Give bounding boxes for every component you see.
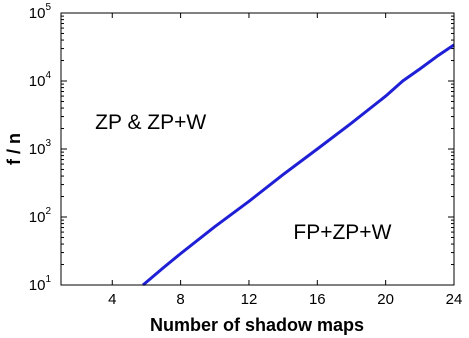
y-tick-label: 102 bbox=[29, 206, 52, 226]
ticks-layer: 4 8 12 16 20 24 101 102 103 104 105 bbox=[29, 2, 463, 308]
series-line bbox=[142, 43, 455, 287]
x-tick-label: 16 bbox=[309, 291, 326, 308]
x-tick-label: 4 bbox=[108, 291, 116, 308]
y-axis-label: f / n bbox=[4, 133, 24, 165]
x-tick-label: 8 bbox=[176, 291, 184, 308]
series-layer bbox=[142, 43, 455, 287]
y-tick-label: 101 bbox=[29, 274, 52, 294]
x-tick-label: 20 bbox=[377, 291, 394, 308]
x-axis-label: Number of shadow maps bbox=[150, 315, 364, 335]
plot-background bbox=[61, 13, 454, 285]
y-tick-label: 103 bbox=[29, 138, 52, 158]
annotation-layer: ZP & ZP+W FP+ZP+W bbox=[95, 111, 391, 244]
x-tick-label: 24 bbox=[446, 291, 463, 308]
annotation-label: FP+ZP+W bbox=[293, 221, 391, 244]
y-tick-label: 105 bbox=[29, 2, 52, 22]
plot-frame bbox=[60, 12, 455, 286]
x-tick-label: 12 bbox=[241, 291, 258, 308]
annotation-label: ZP & ZP+W bbox=[95, 111, 206, 134]
y-tick-label: 104 bbox=[29, 70, 52, 90]
